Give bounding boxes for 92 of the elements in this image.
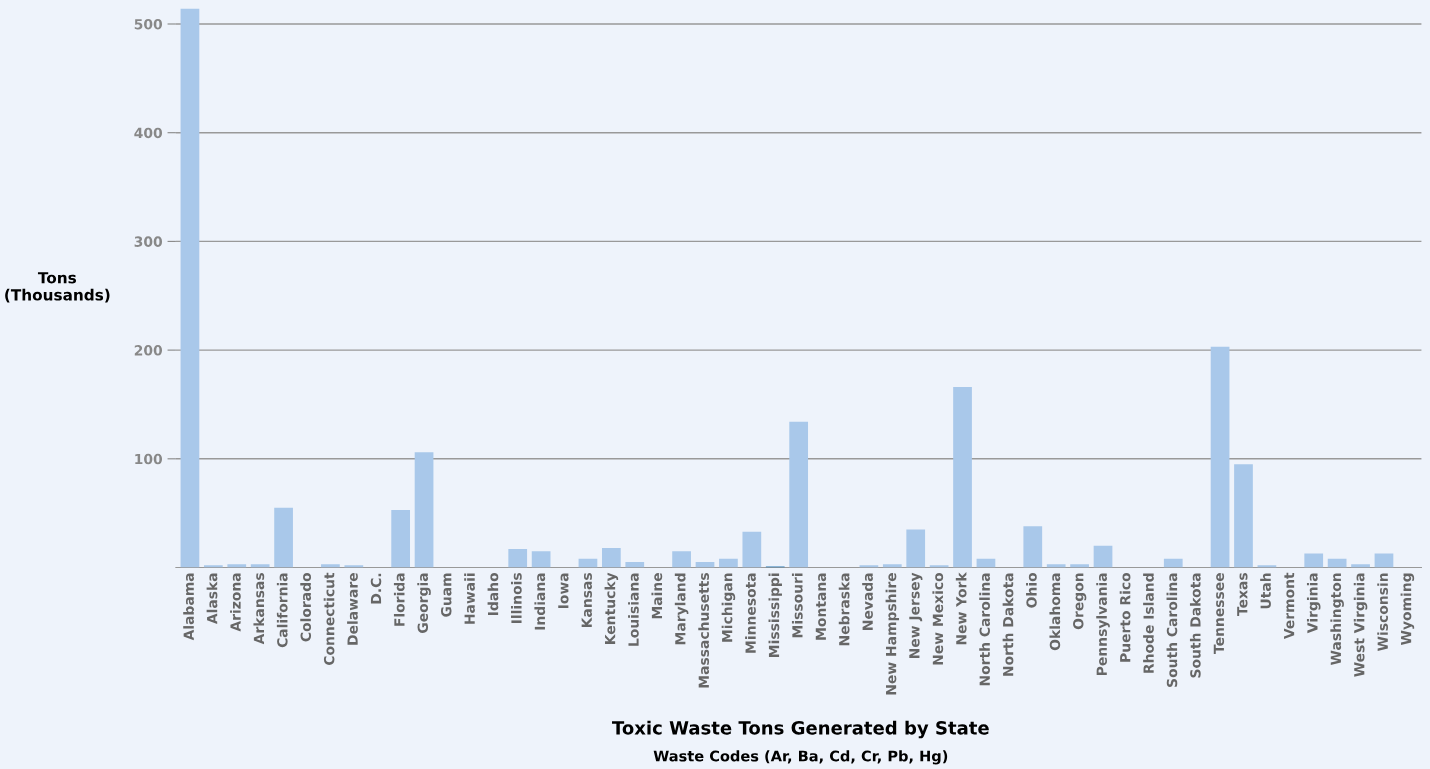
text: Waste Codes (Ar, Ba, Cd, Cr, Pb, Hg) [653,750,948,765]
bar [321,564,340,568]
x-tick-label: Guam [441,573,452,617]
x-tick-label: Washington [1330,573,1344,665]
x-tick-label: Georgia [417,573,431,633]
x-tick-label: Indiana [534,573,546,630]
x-tick-label: Montana [815,573,827,640]
x-tick-label: Florida [393,573,405,626]
bar [1234,464,1253,568]
y-tick-label: 400 [134,127,163,139]
bar [1210,346,1230,568]
y-tick-label: 200 [134,345,163,356]
bar [1093,545,1113,568]
bar [508,549,528,568]
bar [672,551,691,568]
x-tick-label: Colorado [300,572,312,642]
bar [531,551,551,568]
x-tick-label: Virginia [1306,573,1321,634]
x-tick-label: Wisconsin [1377,573,1388,651]
x-tick-label: Michigan [721,573,736,642]
x-tick-label: D.C. [370,573,382,604]
x-tick-label: West Virginia [1353,573,1368,677]
x-tick-label: Illinois [510,573,522,624]
x-tick-label: New Mexico [932,572,944,665]
x-tick-label: Arkansas [253,573,265,645]
x-tick-label: Idaho [487,572,499,616]
bar [391,509,411,568]
bar [1070,564,1089,568]
x-tick-label: South Carolina [1166,573,1178,687]
bar [1327,558,1347,568]
x-tick-label: North Carolina [979,573,990,686]
bar [203,565,223,568]
x-tick-label: New Jersey [909,572,923,658]
bar [1304,553,1324,568]
x-tick-label: Wyoming [1400,573,1415,645]
bar [625,562,645,568]
x-tick-label: Hawaii [464,573,475,624]
x-tick-label: Connecticut [323,572,335,666]
x-tick-label: Vermont [1284,572,1295,640]
bar [274,507,293,568]
bar [227,564,247,568]
x-tick-label: Maine [651,573,663,619]
x-tick-label: Missouri [791,573,803,638]
y-tick-label: 300 [134,236,163,247]
x-tick-label: Pennsylvania [1096,573,1110,676]
bar [414,452,434,568]
x-tick-label: New Hampshire [885,573,900,695]
bar [953,387,972,568]
x-tick-label: Utah [1260,573,1271,609]
x-tick-label: Nebraska [838,573,850,646]
bar [882,564,902,568]
x-tick-label: Mississippi [768,573,782,657]
x-tick-label: Rhode Island [1143,573,1154,673]
bar [1046,564,1066,568]
x-tick-label: Delaware [347,573,358,645]
x-tick-label: Ohio [1026,572,1037,608]
bar [1023,526,1043,568]
bar [180,8,200,568]
x-tick-label: Maryland [674,573,689,645]
x-tick-label: North Dakota [1002,573,1014,676]
text: Toxic Waste Tons Generated by State [612,720,989,739]
y-tick-label: 500 [134,18,163,30]
x-tick-label: Minnesota [745,573,756,653]
bar [719,558,738,568]
y-tick-label: 100 [135,453,163,465]
x-tick-label: Oregon [1073,573,1087,630]
x-tick-label: New York [955,572,967,645]
x-tick-label: South Dakota [1189,573,1201,678]
bar [1374,553,1394,568]
x-tick-label: Puerto Rico [1119,572,1131,662]
x-tick-label: Arizona [230,573,241,632]
x-tick-label: Kansas [581,573,592,628]
x-tick-label: California [276,573,288,648]
x-tick-label: Iowa [558,573,569,609]
bar [344,565,364,568]
x-tick-label: Nevada [862,573,873,630]
x-tick-label: Massachusetts [698,573,710,688]
y-axis-title: Tons (Thousands) [5,272,110,303]
x-tick-label: Kentucky [604,572,619,644]
bar [789,421,809,568]
x-tick-label: Oklahoma [1049,573,1061,651]
bar [906,529,926,568]
bar [1163,558,1183,568]
x-tick-label: Louisiana [628,573,639,646]
x-tick-label: Texas [1237,573,1248,616]
bar [250,564,270,568]
bar [742,531,762,568]
bar [1351,564,1370,568]
x-tick-label: Alabama [183,573,194,641]
x-tick-label: Alaska [206,573,218,625]
bar [601,547,621,568]
x-tick-label: Tennessee [1213,573,1225,654]
